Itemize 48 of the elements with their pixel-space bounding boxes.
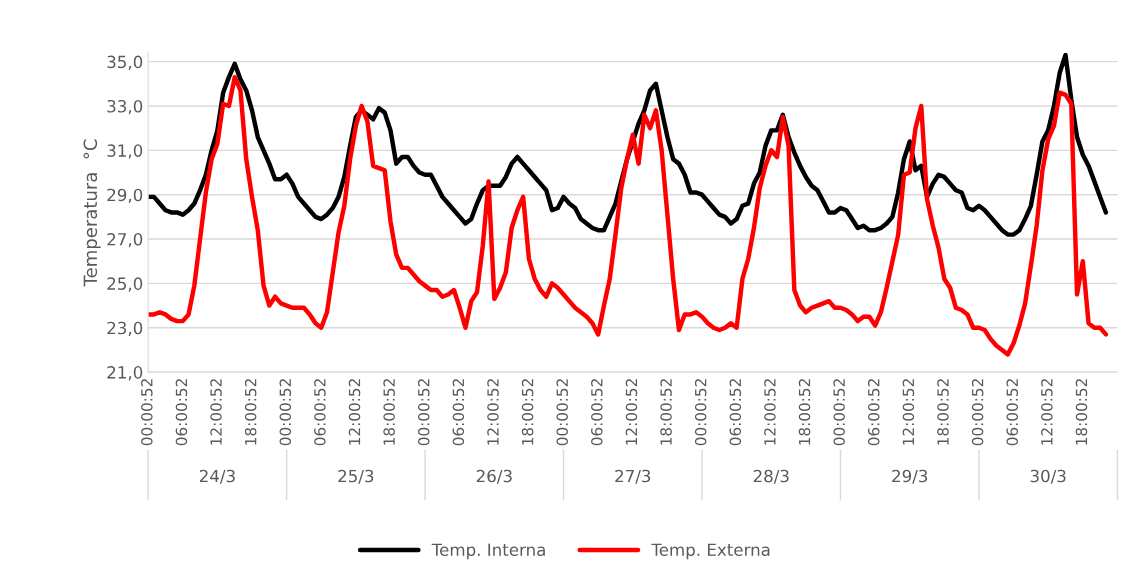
y-tick-label: 29,0 (107, 188, 143, 203)
x-tick-label: 12:00:52 (625, 379, 638, 445)
x-tick-label: 06:00:52 (591, 379, 603, 446)
x-tick-label: 06:00:52 (452, 379, 465, 446)
x-tick-label: 12:00:52 (764, 379, 776, 445)
x-tick-label: 06:00:52 (1006, 379, 1019, 446)
x-tick-label: 18:00:52 (521, 379, 534, 445)
y-tick-label: 33,0 (107, 99, 143, 115)
line-series (148, 52, 1109, 237)
y-tick-label: 23,0 (107, 321, 143, 337)
text: 25/3 (338, 469, 374, 484)
x-tick-label: 12:00:52 (487, 379, 499, 445)
y-tick-label: 35,0 (107, 55, 143, 70)
text: 28/3 (753, 469, 789, 484)
x-tick-label: 00:00:52 (417, 379, 430, 446)
x-tick-label: 06:00:52 (314, 379, 326, 446)
x-tick-label: 18:00:52 (383, 379, 395, 445)
text: 27/3 (615, 469, 651, 484)
x-tick-label: 06:00:52 (867, 379, 880, 446)
y-tick-label: 27,0 (107, 233, 143, 248)
text: 24/3 (199, 469, 235, 484)
x-tick-label: 18:00:52 (660, 379, 672, 445)
x-tick-label: 00:00:52 (279, 379, 292, 446)
x-tick-label: 18:00:52 (937, 379, 949, 445)
legend-label: Temp. Interna (431, 543, 545, 560)
x-tick-label: 00:00:52 (694, 379, 707, 446)
y-tick-label: 31,0 (107, 144, 143, 159)
text: 29/3 (892, 469, 928, 484)
x-tick-label: 12:00:52 (1041, 379, 1053, 445)
x-tick-label: 18:00:52 (1075, 379, 1088, 445)
y-axis-title: Temperatura °C (83, 139, 101, 287)
x-tick-label: 06:00:52 (175, 379, 188, 446)
text: 30/3 (1030, 469, 1066, 484)
x-tick-label: 12:00:52 (348, 379, 361, 445)
x-tick-label: 00:00:52 (971, 379, 984, 446)
x-tick-label: 12:00:52 (902, 379, 915, 445)
line-series (148, 74, 1109, 357)
x-tick-label: 18:00:52 (798, 379, 811, 445)
legend-label: Temp. Externa (651, 543, 770, 560)
y-tick-label: 25,0 (107, 277, 143, 292)
x-tick-label: 00:00:52 (556, 379, 568, 446)
x-tick-label: 18:00:52 (244, 379, 257, 445)
y-tick-label: 21,0 (107, 366, 143, 381)
x-tick-label: 12:00:52 (210, 379, 222, 445)
x-tick-label: 00:00:52 (833, 379, 845, 446)
x-tick-label: 06:00:52 (729, 379, 742, 446)
text: 26/3 (476, 469, 512, 484)
x-tick-label: 00:00:52 (141, 379, 153, 446)
